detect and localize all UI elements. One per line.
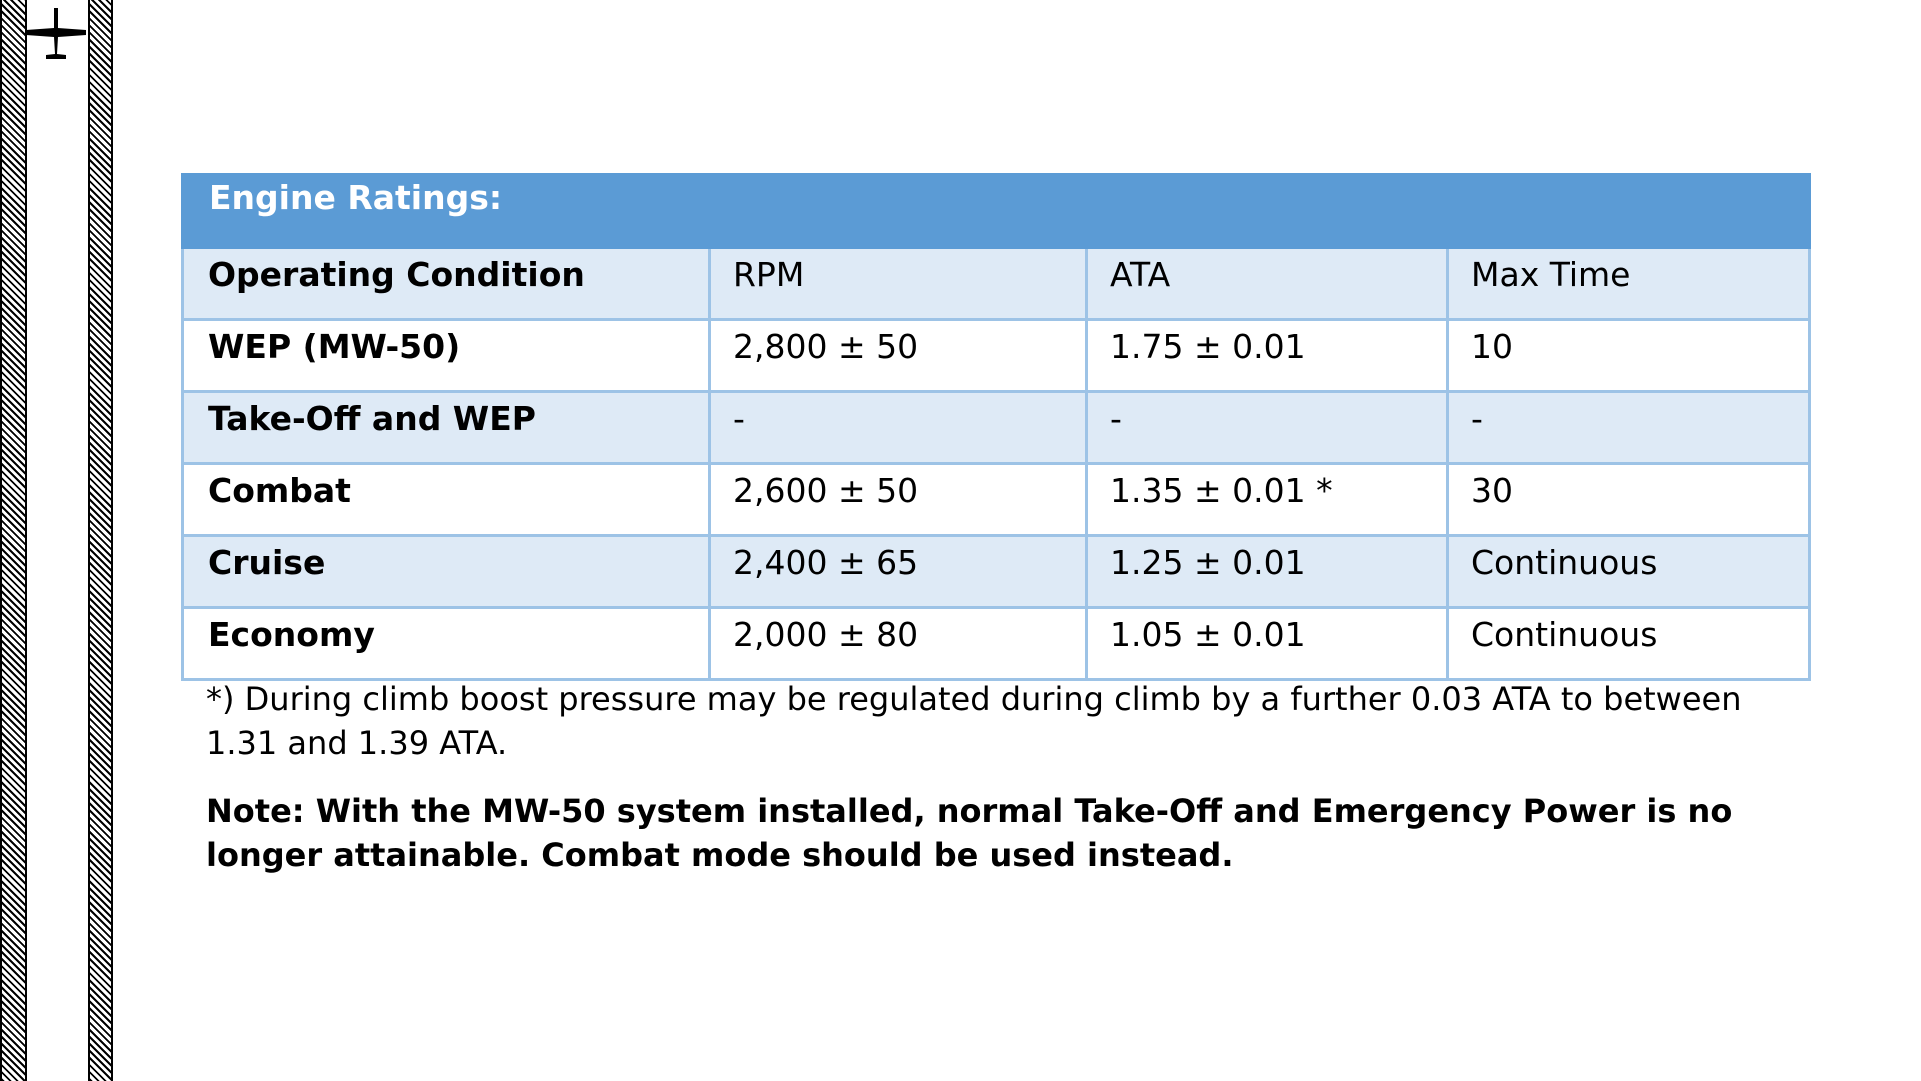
max-time-cell: Continuous — [1446, 606, 1811, 681]
ata-cell: 1.25 ± 0.01 — [1085, 534, 1449, 609]
ata-cell: 1.35 ± 0.01 * — [1085, 462, 1449, 537]
rpm-cell: 2,000 ± 80 — [708, 606, 1088, 681]
column-header-rpm: RPM — [708, 246, 1088, 321]
airplane-icon — [26, 8, 86, 59]
column-header-max-time: Max Time — [1446, 246, 1811, 321]
max-time-cell: Continuous — [1446, 534, 1811, 609]
table-title: Engine Ratings: — [181, 173, 1811, 249]
table-row: Take-Off and WEP - - - — [181, 390, 1811, 465]
climb-boost-footnote: *) During climb boost pressure may be re… — [206, 680, 1742, 762]
table-row: Cruise 2,400 ± 65 1.25 ± 0.01 Continuous — [181, 534, 1811, 609]
max-time-cell: - — [1446, 390, 1811, 465]
table-row: Combat 2,600 ± 50 1.35 ± 0.01 * 30 — [181, 462, 1811, 537]
engine-ratings-table: Engine Ratings: Operating Condition RPM … — [181, 173, 1811, 681]
ata-cell: 1.75 ± 0.01 — [1085, 318, 1449, 393]
margin-stripe-right — [88, 0, 113, 1081]
rpm-cell: 2,400 ± 65 — [708, 534, 1088, 609]
condition-cell: Economy — [181, 606, 711, 681]
mw50-note: Note: With the MW-50 system installed, n… — [206, 792, 1733, 874]
table-row: WEP (MW-50) 2,800 ± 50 1.75 ± 0.01 10 — [181, 318, 1811, 393]
column-header-ata: ATA — [1085, 246, 1449, 321]
ata-cell: - — [1085, 390, 1449, 465]
max-time-cell: 10 — [1446, 318, 1811, 393]
ata-cell: 1.05 ± 0.01 — [1085, 606, 1449, 681]
condition-cell: Combat — [181, 462, 711, 537]
margin-stripe-left — [0, 0, 27, 1081]
condition-cell: Cruise — [181, 534, 711, 609]
rpm-cell: - — [708, 390, 1088, 465]
table-header-row: Operating Condition RPM ATA Max Time — [181, 246, 1811, 321]
condition-cell: WEP (MW-50) — [181, 318, 711, 393]
max-time-cell: 30 — [1446, 462, 1811, 537]
rpm-cell: 2,800 ± 50 — [708, 318, 1088, 393]
condition-cell: Take-Off and WEP — [181, 390, 711, 465]
rpm-cell: 2,600 ± 50 — [708, 462, 1088, 537]
column-header-condition: Operating Condition — [181, 246, 711, 321]
table-row: Economy 2,000 ± 80 1.05 ± 0.01 Continuou… — [181, 606, 1811, 681]
